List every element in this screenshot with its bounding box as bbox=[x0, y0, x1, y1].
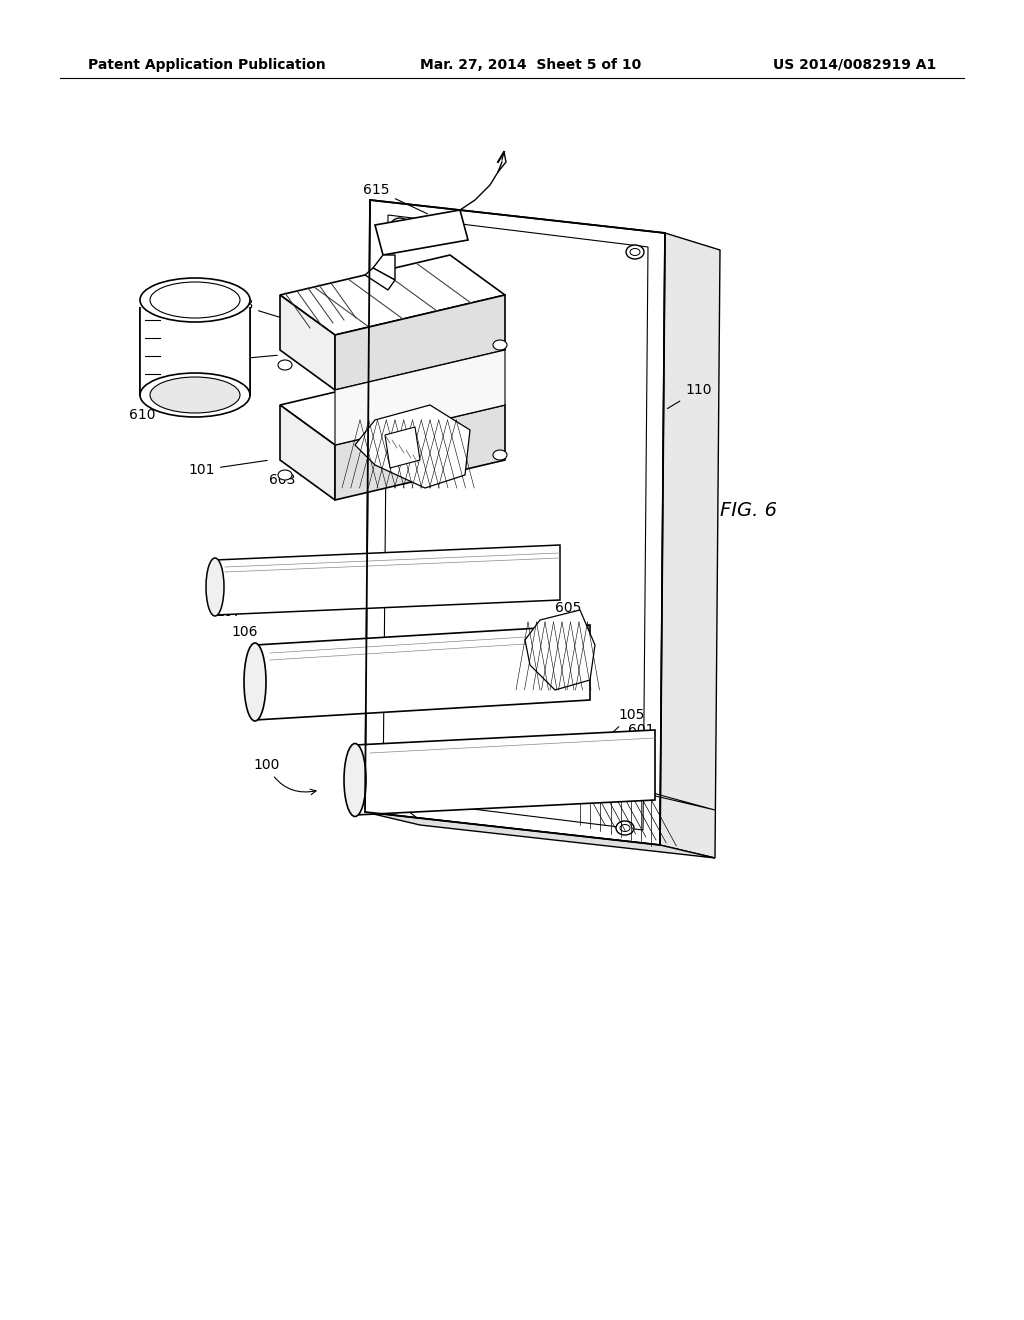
Polygon shape bbox=[335, 294, 505, 389]
Ellipse shape bbox=[206, 558, 224, 616]
Ellipse shape bbox=[344, 743, 366, 817]
Text: 100: 100 bbox=[254, 758, 316, 795]
Polygon shape bbox=[280, 366, 505, 445]
Text: 603: 603 bbox=[226, 298, 302, 325]
Ellipse shape bbox=[391, 218, 409, 232]
Ellipse shape bbox=[626, 246, 644, 259]
Polygon shape bbox=[365, 201, 665, 845]
Ellipse shape bbox=[278, 470, 292, 480]
Polygon shape bbox=[280, 405, 335, 500]
Polygon shape bbox=[335, 405, 505, 500]
Text: 601: 601 bbox=[213, 352, 278, 367]
Ellipse shape bbox=[244, 643, 266, 721]
Text: 603: 603 bbox=[268, 462, 357, 487]
Text: 615: 615 bbox=[364, 183, 427, 214]
Polygon shape bbox=[355, 730, 655, 814]
Ellipse shape bbox=[630, 248, 640, 256]
Text: 101: 101 bbox=[188, 461, 267, 477]
Ellipse shape bbox=[150, 282, 240, 318]
Polygon shape bbox=[335, 350, 505, 445]
Polygon shape bbox=[385, 426, 420, 469]
Text: 605: 605 bbox=[551, 601, 582, 643]
Polygon shape bbox=[525, 610, 595, 690]
Text: 105: 105 bbox=[612, 708, 644, 733]
Polygon shape bbox=[215, 545, 560, 615]
Polygon shape bbox=[255, 624, 590, 719]
Polygon shape bbox=[365, 268, 395, 290]
Polygon shape bbox=[365, 812, 715, 858]
Text: 601: 601 bbox=[621, 723, 654, 748]
Ellipse shape bbox=[140, 374, 250, 417]
Text: Patent Application Publication: Patent Application Publication bbox=[88, 58, 326, 73]
Ellipse shape bbox=[616, 821, 634, 836]
Text: US 2014/0082919 A1: US 2014/0082919 A1 bbox=[773, 58, 936, 73]
Polygon shape bbox=[660, 234, 720, 858]
Polygon shape bbox=[373, 255, 395, 280]
Text: 107: 107 bbox=[216, 591, 256, 619]
Ellipse shape bbox=[150, 378, 240, 413]
Polygon shape bbox=[383, 215, 648, 830]
Polygon shape bbox=[280, 294, 335, 389]
Text: 115: 115 bbox=[365, 451, 396, 473]
Text: 110: 110 bbox=[668, 383, 712, 409]
Text: 106: 106 bbox=[231, 624, 268, 657]
Polygon shape bbox=[355, 405, 470, 488]
Text: 603: 603 bbox=[380, 793, 418, 818]
Polygon shape bbox=[140, 308, 250, 395]
Ellipse shape bbox=[493, 450, 507, 459]
Ellipse shape bbox=[140, 279, 250, 322]
Text: 610: 610 bbox=[128, 396, 182, 422]
Text: FIG. 6: FIG. 6 bbox=[720, 500, 777, 520]
Polygon shape bbox=[375, 210, 468, 255]
Ellipse shape bbox=[278, 360, 292, 370]
Ellipse shape bbox=[381, 799, 399, 812]
Polygon shape bbox=[280, 255, 505, 335]
Text: Mar. 27, 2014  Sheet 5 of 10: Mar. 27, 2014 Sheet 5 of 10 bbox=[420, 58, 641, 73]
Polygon shape bbox=[575, 770, 715, 810]
Ellipse shape bbox=[395, 222, 406, 228]
Ellipse shape bbox=[620, 825, 630, 832]
Ellipse shape bbox=[493, 341, 507, 350]
Ellipse shape bbox=[385, 801, 395, 808]
